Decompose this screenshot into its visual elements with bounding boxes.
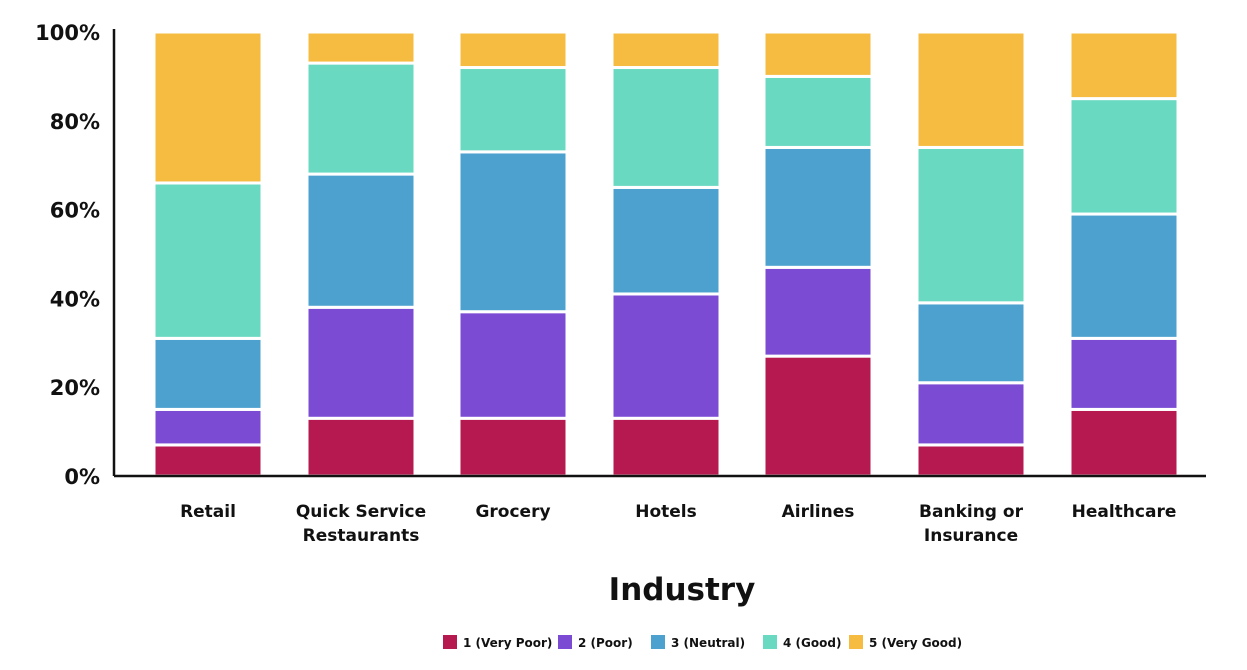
- bar-segment-2-3: [305, 172, 417, 309]
- bar-segment-7-3: [1068, 212, 1180, 340]
- x-tick-label: Retail: [180, 502, 236, 522]
- x-tick-label-line: Airlines: [782, 502, 855, 522]
- bar-segment-4-3: [610, 185, 722, 296]
- bar-segment-7-5: [1068, 30, 1180, 101]
- x-tick-label: Healthcare: [1072, 502, 1177, 522]
- x-tick-label-line: Hotels: [635, 502, 697, 522]
- legend-swatch: [763, 635, 777, 649]
- bar-segment-3-4: [457, 66, 569, 154]
- legend-swatch: [849, 635, 863, 649]
- legend-label: 5 (Very Good): [869, 636, 962, 650]
- legend-label: 3 (Neutral): [671, 636, 745, 650]
- y-tick-label: 100%: [35, 21, 100, 45]
- x-tick-label-line: Retail: [180, 502, 236, 522]
- bar-segment-3-5: [457, 30, 569, 70]
- bar-segment-3-2: [457, 310, 569, 420]
- x-tick-label-line: Insurance: [924, 526, 1018, 546]
- bar-segment-5-4: [762, 74, 874, 149]
- bar-segment-2-1: [305, 416, 417, 478]
- bar-segment-6-5: [915, 30, 1027, 149]
- bar-segment-5-3: [762, 145, 874, 269]
- legend-swatch: [651, 635, 665, 649]
- bar-segment-5-1: [762, 354, 874, 478]
- legend-label: 4 (Good): [783, 636, 841, 650]
- bar-segment-6-2: [915, 381, 1027, 447]
- y-tick-label: 20%: [50, 376, 100, 400]
- bar-segment-1-2: [152, 407, 264, 447]
- y-tick-label: 40%: [50, 287, 100, 311]
- bar-segment-1-4: [152, 181, 264, 340]
- bar-segment-3-3: [457, 150, 569, 314]
- bar-segment-6-1: [915, 443, 1027, 478]
- legend: 1 (Very Poor) 2 (Poor) 3 (Neutral) 4 (Good)…: [443, 635, 962, 650]
- bar-segment-4-5: [610, 30, 722, 70]
- bar-segment-7-1: [1068, 407, 1180, 478]
- bar-segment-6-3: [915, 301, 1027, 385]
- x-tick-label: Quick Service Restaurants: [296, 502, 426, 546]
- x-axis-title: Industry: [609, 572, 756, 608]
- bar-segment-7-2: [1068, 336, 1180, 411]
- bar-segment-5-2: [762, 265, 874, 358]
- legend-label: 1 (Very Poor): [463, 636, 552, 650]
- y-tick-label: 0%: [64, 465, 100, 489]
- y-tick-labels: 0% 20% 40% 60% 80% 100%: [35, 21, 100, 489]
- x-tick-labels: Retail Quick Service Restaurants Grocery Hot…: [180, 502, 1176, 546]
- bar-segment-2-5: [305, 30, 417, 65]
- x-tick-label: Hotels: [635, 502, 697, 522]
- y-tick-label: 80%: [50, 110, 100, 134]
- axes-layer: [112, 29, 1206, 478]
- x-tick-label-line: Quick Service: [296, 502, 426, 522]
- x-tick-label-line: Healthcare: [1072, 502, 1177, 522]
- legend-swatch: [558, 635, 572, 649]
- bar-segment-7-4: [1068, 97, 1180, 216]
- x-tick-label-line: Restaurants: [303, 526, 420, 546]
- bar-segment-4-2: [610, 292, 722, 420]
- x-tick-label-line: Banking or: [919, 502, 1024, 522]
- legend-label: 2 (Poor): [578, 636, 633, 650]
- x-tick-label: Airlines: [782, 502, 855, 522]
- bars-layer: [152, 30, 1180, 478]
- bar-segment-4-4: [610, 66, 722, 189]
- bar-segment-4-1: [610, 416, 722, 478]
- bar-segment-2-2: [305, 305, 417, 420]
- bar-segment-1-5: [152, 30, 264, 185]
- bar-segment-5-5: [762, 30, 874, 78]
- bar-segment-3-1: [457, 416, 569, 478]
- bar-segment-6-4: [915, 145, 1027, 305]
- x-tick-label-line: Grocery: [475, 502, 550, 522]
- bar-segment-2-4: [305, 61, 417, 176]
- bar-segment-1-1: [152, 443, 264, 478]
- x-tick-label: Banking or Insurance: [919, 502, 1024, 546]
- bar-segment-1-3: [152, 336, 264, 411]
- x-tick-label: Grocery: [475, 502, 550, 522]
- y-tick-label: 60%: [50, 199, 100, 223]
- legend-swatch: [443, 635, 457, 649]
